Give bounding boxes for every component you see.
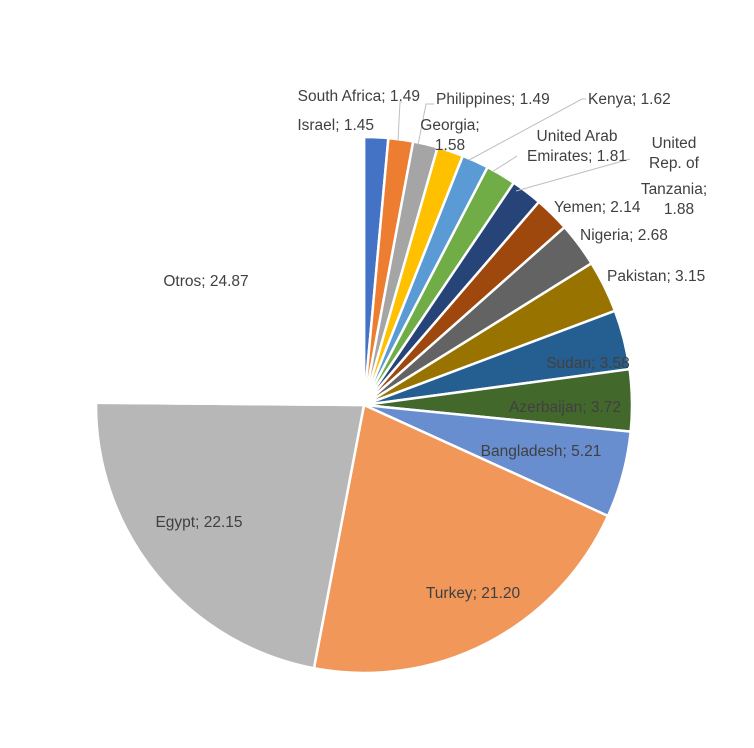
pie-slice-egypt — [94, 401, 366, 670]
data-label-sudan: Sudan; 3.58 — [546, 355, 630, 372]
leader-line-kenya — [468, 98, 586, 161]
leader-line-south-africa — [397, 101, 402, 142]
leader-line-philippines — [417, 103, 434, 146]
data-label-otros: Otros; 24.87 — [163, 273, 248, 290]
data-label-pakistan: Pakistan; 3.15 — [607, 268, 705, 285]
pie-slice-otros — [94, 135, 366, 407]
pie-slice-turkey — [312, 403, 610, 675]
data-label-israel: Israel; 1.45 — [297, 117, 374, 134]
leader-lines — [397, 98, 631, 192]
data-label-united-arab-emirates: United Arab Emirates; 1.81 — [527, 128, 627, 165]
data-label-georgia: Georgia; 1.58 — [420, 117, 479, 154]
leader-line-united-rep-of-tanzania — [515, 158, 631, 192]
data-label-nigeria: Nigeria; 2.68 — [580, 227, 668, 244]
data-label-yemen: Yemen; 2.14 — [554, 199, 641, 216]
data-label-azerbaijan: Azerbaijan; 3.72 — [509, 399, 621, 416]
data-label-philippines: Philippines; 1.49 — [436, 91, 550, 108]
pie-slices — [94, 135, 634, 675]
data-label-egypt: Egypt; 22.15 — [155, 514, 242, 531]
data-label-south-africa: South Africa; 1.49 — [298, 88, 420, 105]
data-label-kenya: Kenya; 1.62 — [588, 91, 671, 108]
data-label-bangladesh: Bangladesh; 5.21 — [481, 443, 602, 460]
data-label-turkey: Turkey; 21.20 — [426, 585, 521, 602]
leader-line-united-arab-emirates — [491, 155, 518, 173]
data-label-united-rep-of-tanzania: United Rep. of Tanzania; 1.88 — [641, 135, 707, 218]
data-labels: Israel; 1.45 South Africa; 1.49 Philippine… — [155, 88, 707, 602]
